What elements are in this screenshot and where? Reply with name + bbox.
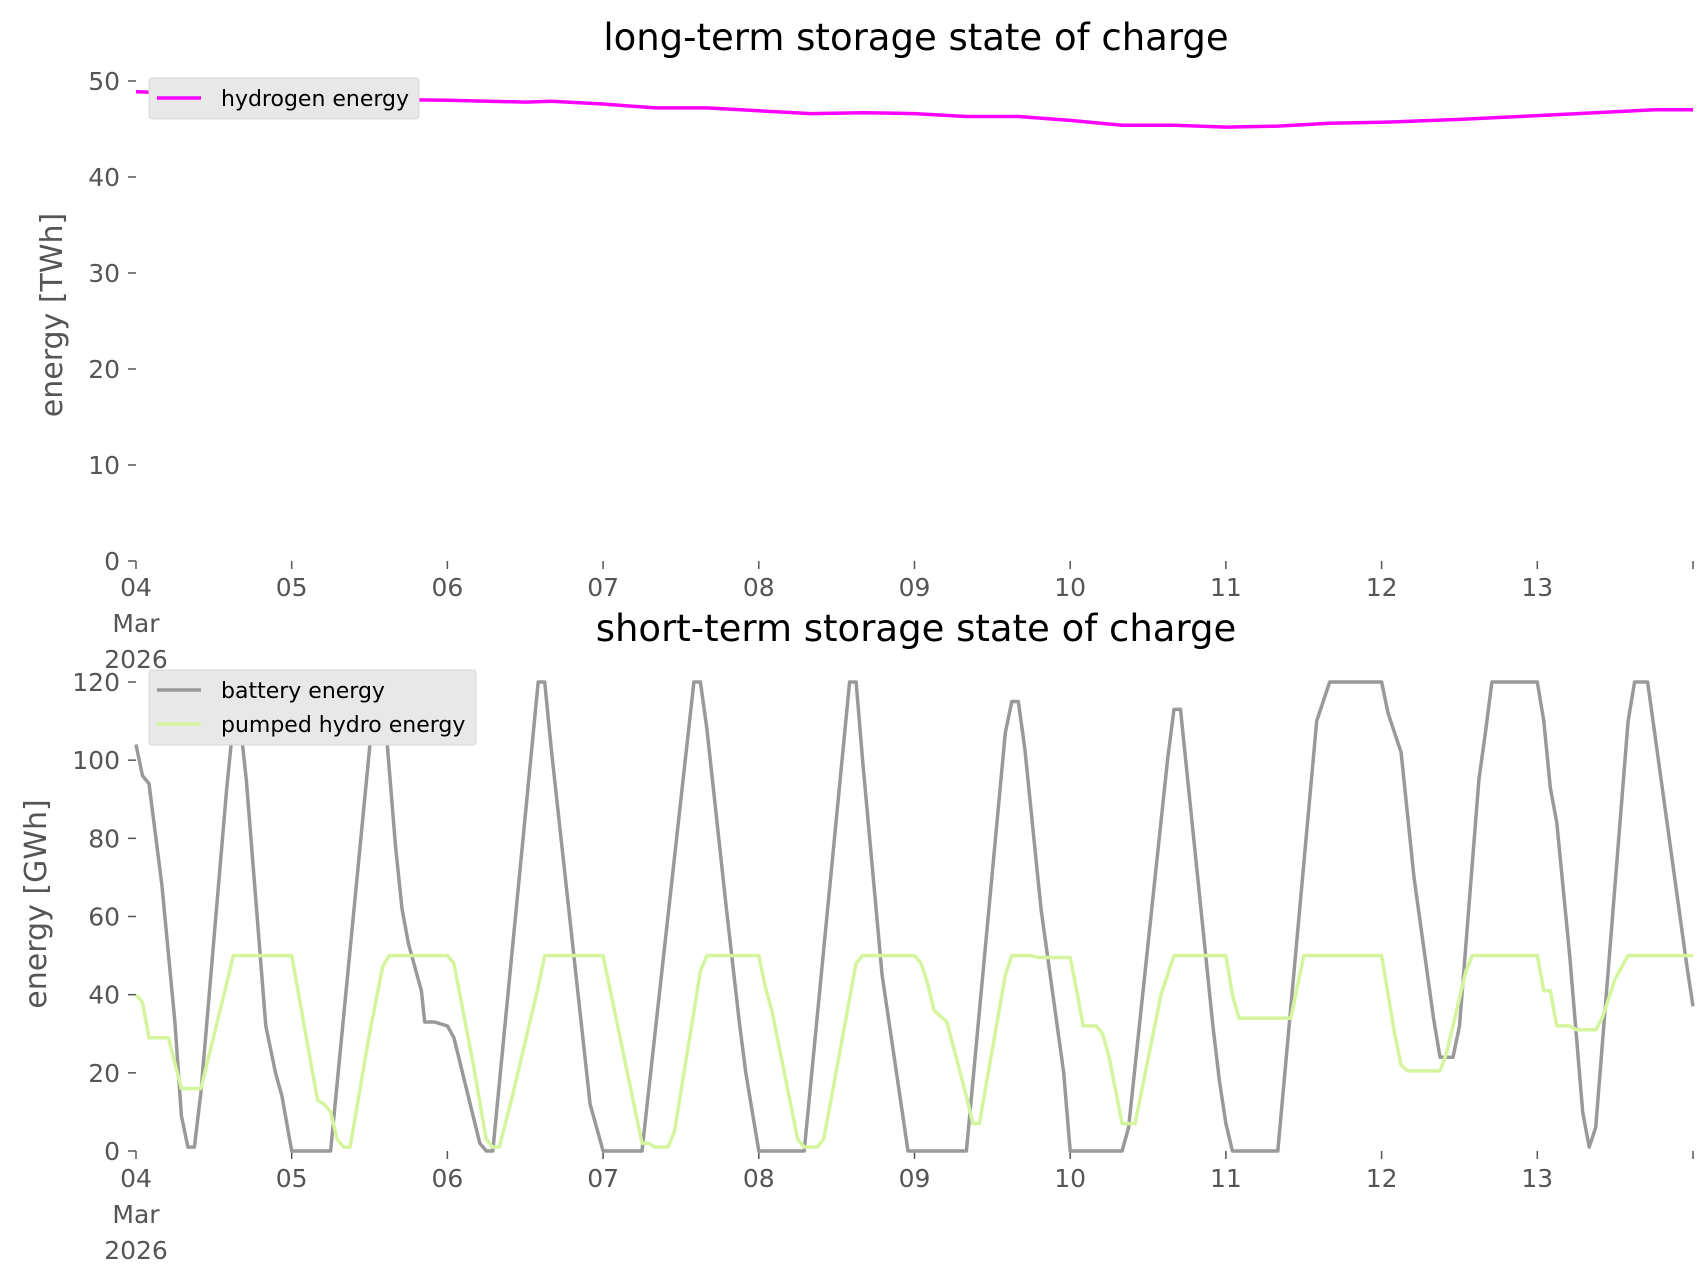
series-line [134,953,1693,1149]
plot-lines [134,680,1695,1153]
y-tick-label: 120 [72,668,120,697]
series-line [135,89,1693,129]
x-tick-label: 13 [1521,1164,1553,1193]
y-tick-label: 20 [88,1059,120,1088]
x-tick-label: 08 [743,573,775,602]
y-tick-label: 10 [88,451,120,480]
legend-box [148,77,420,120]
x-tick-label: 06 [431,573,463,602]
y-axis-ticks: 0 10 20 30 40 50 [88,67,136,576]
y-tick-label: 100 [72,746,120,775]
y-axis-label: energy [TWh] [35,213,70,417]
y-axis-ticks: 0 20 40 60 80 100 120 [72,668,136,1166]
y-tick-label: 0 [104,547,120,576]
legend-label: pumped hydro energy [221,713,465,738]
chart-title: long-term storage state of charge [603,16,1228,59]
x-tick-label: 10 [1054,573,1086,602]
x-tick-label: 06 [431,1164,463,1193]
legend: battery energy pumped hydro energy [148,669,477,746]
x-tick-label: 12 [1366,573,1398,602]
x-tick-label: 04 [120,573,152,602]
x-tick-label: 13 [1521,573,1553,602]
x-tick-label: 2026 [104,645,168,674]
legend: hydrogen energy [148,77,420,120]
x-tick-label: 11 [1210,1164,1242,1193]
y-tick-label: 50 [88,67,120,96]
y-tick-label: 80 [88,824,120,853]
y-tick-label: 40 [88,163,120,192]
x-tick-label: 10 [1054,1164,1086,1193]
y-tick-label: 0 [104,1137,120,1166]
long-term-chart: long-term storage state of charge energy… [35,16,1694,674]
y-tick-label: 20 [88,355,120,384]
x-tick-label: 11 [1210,573,1242,602]
y-tick-label: 40 [88,981,120,1010]
y-tick-label: 60 [88,903,120,932]
x-axis-ticks: 04 Mar 2026 05 06 07 08 09 10 11 12 13 [104,1151,1694,1265]
legend-box [148,669,477,746]
x-tick-label: 05 [276,573,308,602]
y-tick-label: 30 [88,259,120,288]
x-tick-label: Mar [112,1200,160,1229]
x-tick-label: 07 [587,573,619,602]
x-tick-label: Mar [112,609,160,638]
y-axis-label: energy [GWh] [19,799,54,1008]
x-tick-label: 05 [276,1164,308,1193]
x-tick-label: 07 [587,1164,619,1193]
x-tick-label: 2026 [104,1236,168,1265]
x-tick-label: 12 [1366,1164,1398,1193]
short-term-chart: short-term storage state of charge energ… [19,607,1695,1265]
legend-label: hydrogen energy [221,87,409,112]
x-axis-ticks: 04 Mar 2026 05 06 07 08 09 10 11 12 13 [104,561,1694,674]
x-tick-label: 09 [899,1164,931,1193]
plot-lines [135,89,1693,129]
chart-title: short-term storage state of charge [596,607,1237,650]
legend-label: battery energy [221,679,385,704]
x-tick-label: 08 [743,1164,775,1193]
x-tick-label: 09 [899,573,931,602]
series-line [134,680,1695,1153]
x-tick-label: 04 [120,1164,152,1193]
